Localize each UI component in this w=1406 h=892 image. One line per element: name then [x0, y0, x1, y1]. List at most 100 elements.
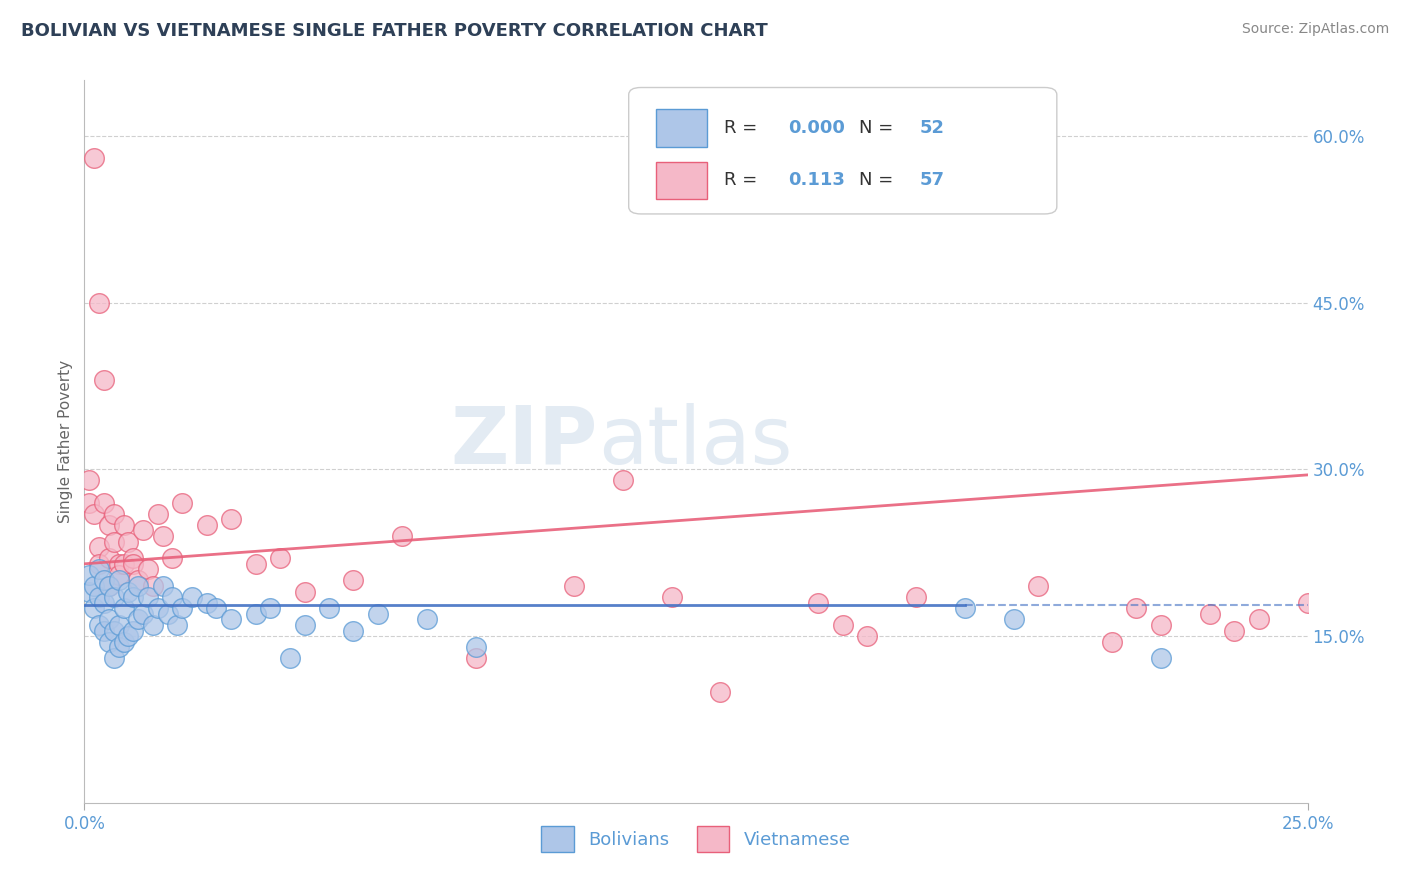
Point [117, 584, 139, 599]
Point [162, 551, 184, 566]
Point [205, 601, 228, 615]
Text: R =: R = [724, 119, 763, 137]
Point [77, 474, 100, 488]
Point [93, 624, 115, 638]
Point [103, 624, 125, 638]
Point [162, 590, 184, 604]
Point [1320, 624, 1343, 638]
Point [1395, 624, 1406, 638]
Point [127, 574, 149, 588]
Point [367, 607, 389, 621]
Text: ZIP: ZIP [451, 402, 598, 481]
Point [117, 534, 139, 549]
Point [122, 551, 145, 566]
Point [142, 579, 165, 593]
Point [219, 612, 242, 626]
Text: BOLIVIAN VS VIETNAMESE SINGLE FATHER POVERTY CORRELATION CHART: BOLIVIAN VS VIETNAMESE SINGLE FATHER POV… [21, 22, 768, 40]
FancyBboxPatch shape [655, 162, 707, 200]
Point [87, 618, 110, 632]
Point [97, 634, 120, 648]
Point [269, 551, 291, 566]
Point [83, 601, 105, 615]
Legend: Bolivians, Vietnamese: Bolivians, Vietnamese [534, 819, 858, 859]
Point [87, 540, 110, 554]
Point [132, 524, 155, 538]
Point [152, 529, 174, 543]
Point [146, 507, 169, 521]
Point [709, 684, 731, 698]
Point [1028, 579, 1050, 593]
Point [107, 568, 129, 582]
Point [117, 629, 139, 643]
Point [136, 590, 159, 604]
Point [93, 496, 115, 510]
Point [93, 574, 115, 588]
Point [77, 496, 100, 510]
Point [416, 612, 439, 626]
Point [464, 640, 486, 655]
Point [612, 474, 634, 488]
Point [107, 574, 129, 588]
Point [152, 579, 174, 593]
Point [103, 651, 125, 665]
Point [97, 612, 120, 626]
Point [342, 574, 364, 588]
Text: N =: N = [859, 171, 898, 189]
Point [219, 512, 242, 526]
Point [245, 607, 267, 621]
Text: N =: N = [859, 119, 898, 137]
Point [156, 607, 179, 621]
Point [87, 590, 110, 604]
Point [97, 551, 120, 566]
Point [856, 629, 879, 643]
Text: atlas: atlas [598, 402, 793, 481]
Point [83, 507, 105, 521]
Point [127, 579, 149, 593]
Point [87, 557, 110, 571]
Point [97, 579, 120, 593]
Point [107, 557, 129, 571]
Text: R =: R = [724, 171, 769, 189]
Text: 57: 57 [920, 171, 945, 189]
Point [97, 579, 120, 593]
Point [136, 562, 159, 576]
Point [122, 624, 145, 638]
Point [87, 562, 110, 576]
Point [1247, 612, 1270, 626]
Point [107, 618, 129, 632]
Point [112, 634, 135, 648]
Point [831, 618, 853, 632]
Point [1296, 596, 1319, 610]
Point [294, 584, 316, 599]
Point [562, 579, 585, 593]
Text: 52: 52 [920, 119, 945, 137]
Point [77, 568, 100, 582]
Point [195, 517, 218, 532]
FancyBboxPatch shape [655, 109, 707, 147]
Point [146, 601, 169, 615]
Point [195, 596, 218, 610]
Point [464, 651, 486, 665]
Point [294, 618, 316, 632]
Text: Source: ZipAtlas.com: Source: ZipAtlas.com [1241, 22, 1389, 37]
Point [93, 596, 115, 610]
Point [278, 651, 301, 665]
Point [953, 601, 976, 615]
Point [1125, 601, 1147, 615]
Point [112, 601, 135, 615]
Point [661, 590, 683, 604]
Point [172, 601, 194, 615]
Point [391, 529, 413, 543]
Point [77, 584, 100, 599]
Point [342, 624, 364, 638]
Text: 0.000: 0.000 [787, 119, 845, 137]
Point [142, 618, 165, 632]
Point [83, 151, 105, 165]
Point [1150, 651, 1173, 665]
Point [87, 295, 110, 310]
Point [103, 534, 125, 549]
Point [103, 590, 125, 604]
Y-axis label: Single Father Poverty: Single Father Poverty [58, 360, 73, 523]
Point [259, 601, 281, 615]
Point [1223, 624, 1246, 638]
